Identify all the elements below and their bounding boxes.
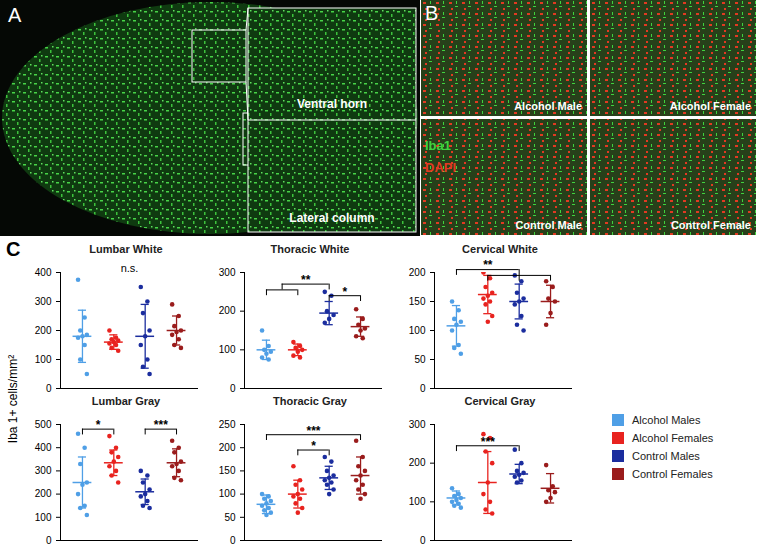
html-text:C: C bbox=[6, 238, 21, 260]
svg-text:100: 100 bbox=[35, 354, 52, 365]
html-text:Thoracic White: Thoracic White bbox=[270, 243, 350, 255]
svg-text:Control Female: Control Female bbox=[671, 219, 751, 231]
svg-text:100: 100 bbox=[35, 512, 52, 523]
svg-text:300: 300 bbox=[219, 267, 236, 278]
svg-text:50: 50 bbox=[224, 512, 236, 523]
svg-text:100: 100 bbox=[409, 325, 426, 336]
svg-text:50: 50 bbox=[414, 354, 426, 365]
svg-text:400: 400 bbox=[35, 267, 52, 278]
svg-text:**: ** bbox=[301, 273, 311, 287]
svg-text:100: 100 bbox=[409, 496, 426, 507]
html-text:Alcohol Females: Alcohol Females bbox=[632, 432, 714, 444]
svg-text:*: * bbox=[311, 439, 316, 453]
svg-text:500: 500 bbox=[35, 419, 52, 430]
svg-text:250: 250 bbox=[219, 419, 236, 430]
svg-text:0: 0 bbox=[46, 383, 52, 394]
svg-text:0: 0 bbox=[420, 383, 426, 394]
svg-text:DAPI: DAPI bbox=[425, 160, 456, 175]
svg-text:300: 300 bbox=[35, 296, 52, 307]
html-text:Iba 1+ cells/mm²: Iba 1+ cells/mm² bbox=[6, 354, 20, 444]
svg-text:300: 300 bbox=[35, 465, 52, 476]
svg-text:0: 0 bbox=[230, 535, 236, 546]
svg-text:150: 150 bbox=[409, 296, 426, 307]
svg-text:Iba1: Iba1 bbox=[425, 138, 451, 153]
svg-text:**: ** bbox=[483, 258, 493, 272]
svg-text:***: *** bbox=[481, 435, 495, 449]
svg-text:400: 400 bbox=[35, 442, 52, 453]
html-text:Cervical Gray: Cervical Gray bbox=[464, 395, 536, 407]
svg-text:200: 200 bbox=[409, 457, 426, 468]
svg-text:*: * bbox=[343, 285, 348, 299]
svg-text:200: 200 bbox=[219, 442, 236, 453]
svg-text:200: 200 bbox=[35, 488, 52, 499]
svg-text:B: B bbox=[425, 2, 438, 24]
svg-text:100: 100 bbox=[219, 488, 236, 499]
html-text:Control Males: Control Males bbox=[632, 450, 700, 462]
svg-text:200: 200 bbox=[35, 325, 52, 336]
svg-text:n.s.: n.s. bbox=[121, 262, 139, 274]
svg-text:A: A bbox=[8, 4, 22, 26]
html-text:Control Females: Control Females bbox=[632, 468, 713, 480]
svg-text:Control Male: Control Male bbox=[515, 219, 582, 231]
svg-text:Lateral column: Lateral column bbox=[289, 211, 374, 225]
svg-text:300: 300 bbox=[409, 419, 426, 430]
svg-text:0: 0 bbox=[230, 383, 236, 394]
svg-text:100: 100 bbox=[219, 344, 236, 355]
svg-text:***: *** bbox=[154, 418, 168, 432]
svg-text:0: 0 bbox=[420, 535, 426, 546]
svg-text:Alcohol Female: Alcohol Female bbox=[670, 100, 751, 112]
svg-text:200: 200 bbox=[409, 267, 426, 278]
svg-text:Ventral horn: Ventral horn bbox=[297, 97, 367, 111]
html-text:Lumbar Gray: Lumbar Gray bbox=[91, 395, 161, 407]
svg-text:***: *** bbox=[306, 424, 320, 438]
html-text:Thoracic Gray: Thoracic Gray bbox=[273, 395, 347, 407]
svg-text:*: * bbox=[96, 418, 101, 432]
svg-text:0: 0 bbox=[46, 535, 52, 546]
svg-text:Alcohol Male: Alcohol Male bbox=[514, 100, 582, 112]
svg-text:200: 200 bbox=[219, 305, 236, 316]
svg-text:150: 150 bbox=[219, 465, 236, 476]
html-text:Cervical White: Cervical White bbox=[462, 243, 538, 255]
html-text:Lumbar White: Lumbar White bbox=[89, 243, 163, 255]
html-text:Alcohol Males: Alcohol Males bbox=[632, 414, 701, 426]
